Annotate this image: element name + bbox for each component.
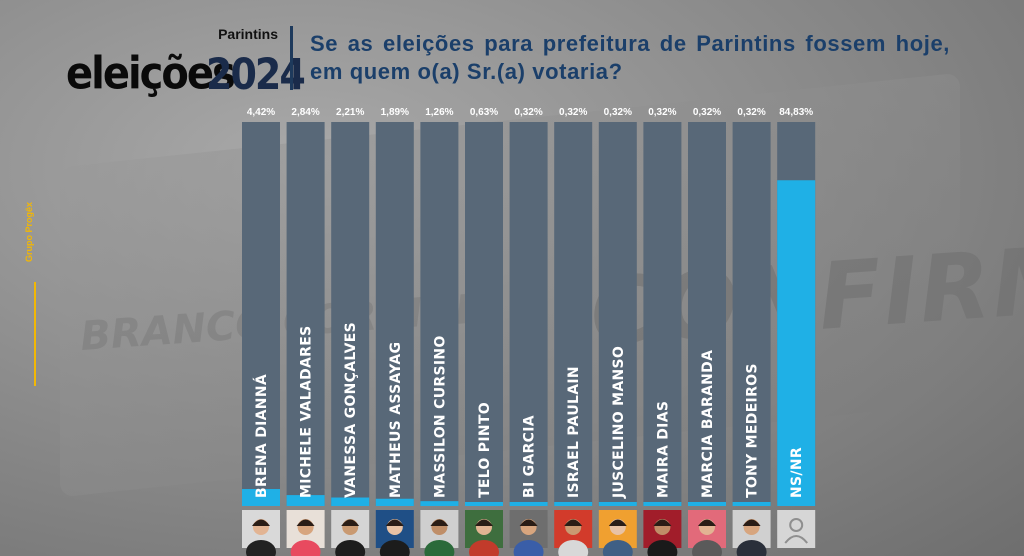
- bar-value-label: 0,32%: [648, 107, 676, 118]
- bar-track: [375, 122, 414, 506]
- bar-category-label: TONY MEDEIROS: [745, 363, 761, 498]
- candidate-photo-hair: [653, 519, 672, 526]
- bar: [643, 502, 682, 506]
- candidate-photo-hair: [475, 519, 493, 526]
- bar: [554, 502, 593, 506]
- bar: [598, 502, 637, 506]
- bar-value-label: 0,32%: [559, 107, 587, 118]
- bar-track: [509, 122, 548, 506]
- candidate-photo-shoulders: [246, 540, 276, 556]
- bar-value-label: 0,32%: [604, 107, 632, 118]
- bar-category-label: MICHELE VALADARES: [299, 325, 315, 498]
- candidate-photo: [777, 510, 816, 548]
- candidate-photo-hair: [430, 519, 449, 526]
- bar-category-label: MATHEUS ASSAYAG: [388, 342, 404, 498]
- bar-category-label: NS/NR: [789, 447, 805, 498]
- bar-category-label: MASSILON CURSINO: [432, 335, 448, 498]
- candidate-photo-hair: [252, 519, 270, 526]
- source-line: [34, 282, 36, 386]
- bar-category-label: TELO PINTO: [477, 402, 493, 498]
- bar-category-label: MAIRA DIAS: [655, 401, 671, 498]
- candidate-photo-shoulders: [290, 540, 321, 556]
- bar-track: [242, 122, 280, 506]
- candidate-photo-hair: [608, 519, 627, 526]
- bar-value-label: 0,32%: [693, 107, 721, 118]
- bar-track: [732, 122, 771, 506]
- bar-track: [554, 122, 593, 506]
- bar-value-label: 1,89%: [381, 107, 409, 118]
- brand-city: Parintins: [218, 26, 278, 42]
- bar-track: [465, 122, 503, 506]
- bar-value-label: 2,84%: [291, 107, 319, 118]
- bar-track: [598, 122, 637, 506]
- bar-track: [420, 122, 459, 506]
- candidate-photo-shoulders: [558, 540, 589, 556]
- candidate-photo-shoulders: [692, 540, 722, 556]
- bar: [286, 495, 325, 506]
- bar-track: [643, 122, 682, 506]
- bar: [375, 498, 414, 506]
- candidate-photo-hair: [385, 519, 404, 526]
- bar: [465, 502, 503, 506]
- bar: [331, 497, 370, 506]
- candidate-photo-shoulders: [513, 540, 544, 556]
- bar: [242, 489, 280, 506]
- candidate-photo-hair: [564, 519, 583, 526]
- bar: [420, 501, 459, 506]
- bar-value-label: 1,26%: [425, 107, 453, 118]
- survey-question: Se as eleições para prefeitura de Parint…: [310, 31, 950, 84]
- bar-track: [688, 122, 726, 506]
- bar: [732, 502, 771, 506]
- bar-track: [286, 122, 325, 506]
- candidate-photo-hair: [519, 519, 538, 526]
- brand-year: 2024: [206, 50, 306, 100]
- bar: [509, 502, 548, 506]
- candidate-photo-hair: [296, 519, 315, 526]
- person-icon: [789, 518, 804, 532]
- candidate-photo-hair: [341, 519, 360, 526]
- brand-word: eleições: [66, 48, 236, 100]
- candidate-photo-shoulders: [647, 540, 678, 556]
- candidate-photo-shoulders: [424, 540, 455, 556]
- bar-value-label: 0,32%: [514, 107, 542, 118]
- candidate-photo-shoulders: [335, 540, 366, 556]
- bar-category-label: BRENA DIANNÁ: [253, 374, 270, 498]
- bar: [688, 502, 726, 506]
- bar-value-label: 4,42%: [247, 107, 275, 118]
- bar-category-label: VANESSA GONÇALVES: [343, 322, 359, 498]
- candidate-photo-shoulders: [469, 540, 499, 556]
- bar-value-label: 0,63%: [470, 107, 498, 118]
- bar-value-label: 0,32%: [737, 107, 765, 118]
- bar-category-label: BI GARCIA: [522, 415, 538, 498]
- candidate-photo-hair: [698, 519, 716, 526]
- header-divider: [290, 26, 293, 90]
- candidate-photo-hair: [742, 519, 761, 526]
- bar-track: [331, 122, 370, 506]
- bar: [777, 180, 816, 506]
- candidate-photo-shoulders: [736, 540, 767, 556]
- bar-value-label: 84,83%: [779, 107, 813, 118]
- person-icon-body: [784, 535, 808, 544]
- bar-value-label: 2,21%: [336, 107, 364, 118]
- candidate-photo-shoulders: [602, 540, 633, 556]
- bar-category-label: JUSCELINO MANSO: [611, 346, 627, 499]
- bar-category-label: MARCIA BARANDA: [700, 350, 716, 498]
- brand-logo: Parintins eleições 2024: [66, 26, 306, 100]
- bar-category-label: ISRAEL PAULAIN: [566, 366, 582, 498]
- candidate-photo-shoulders: [379, 540, 410, 556]
